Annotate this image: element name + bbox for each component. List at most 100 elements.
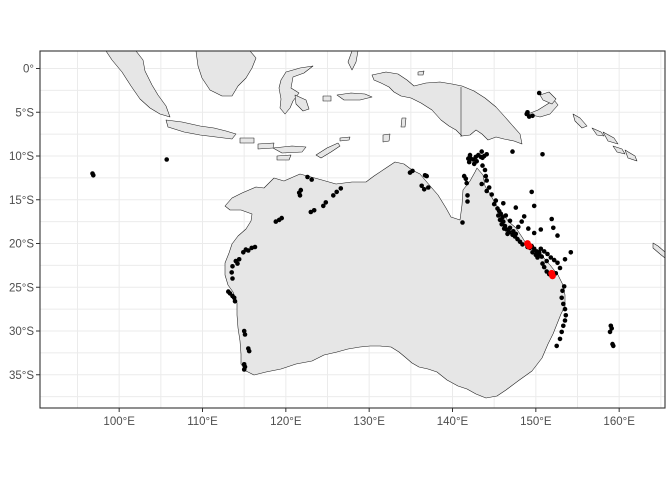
occurrence-point: [410, 168, 415, 174]
occurrence-point: [426, 185, 431, 190]
x-tick-label: 150°E: [520, 416, 552, 428]
y-tick-label: 25°S: [9, 282, 34, 294]
occurrence-points: [90, 90, 616, 372]
landmass-borneo: [195, 51, 257, 97]
y-tick-label: 35°S: [9, 370, 34, 382]
occurrence-point: [555, 233, 560, 238]
occurrence-point: [554, 343, 559, 349]
y-tick-label: 30°S: [9, 326, 34, 338]
landmass-new-britain: [527, 99, 559, 118]
occurrence-point: [229, 270, 234, 275]
occurrence-point: [519, 219, 524, 224]
occurrence-point: [560, 288, 565, 294]
occurrence-point: [503, 213, 509, 218]
occurrence-point: [513, 205, 519, 210]
occurrence-point: [559, 295, 564, 301]
occurrence-point: [507, 225, 513, 231]
occurrence-point: [232, 299, 238, 304]
occurrence-point: [536, 90, 542, 96]
occurrence-point: [321, 203, 326, 209]
occurrence-point: [231, 295, 237, 301]
landmass-solomon-4: [624, 149, 638, 162]
occurrence-point: [609, 326, 614, 331]
occurrence-point: [548, 255, 554, 260]
occurrence-point: [419, 183, 425, 189]
highlight-point: [525, 242, 533, 250]
occurrence-point: [486, 185, 492, 190]
landmass-bali-lombok: [239, 137, 255, 144]
occurrence-point: [463, 176, 469, 182]
occurrence-point: [297, 193, 303, 198]
occurrence-point: [607, 329, 613, 335]
occurrence-point: [551, 225, 556, 231]
occurrence-point: [466, 156, 471, 161]
landmasses: [105, 51, 665, 399]
occurrence-point: [510, 149, 515, 154]
occurrence-point: [334, 189, 340, 195]
landmass-australia: [224, 161, 566, 399]
occurrence-point: [611, 343, 616, 349]
occurrence-point: [545, 251, 550, 257]
occurrence-point: [491, 201, 497, 207]
occurrence-point: [479, 181, 485, 187]
occurrence-point: [541, 249, 547, 254]
occurrence-point: [467, 152, 473, 158]
occurrence-point: [298, 187, 304, 193]
occurrence-point: [544, 258, 549, 264]
landmass-solomon-1: [591, 127, 605, 137]
occurrence-point: [562, 257, 568, 262]
occurrence-point: [479, 149, 485, 154]
landmass-biak: [417, 70, 425, 76]
occurrence-point: [241, 328, 247, 334]
occurrence-point: [541, 264, 547, 270]
plot-panel: [39, 50, 666, 409]
occurrence-point: [501, 201, 506, 206]
occurrence-point: [489, 192, 495, 197]
x-tick-label: 110°E: [187, 416, 218, 428]
landmass-sulawesi: [278, 65, 314, 115]
occurrence-point: [561, 284, 567, 289]
landmass-sumba: [276, 154, 292, 161]
occurrence-point: [529, 189, 534, 195]
occurrence-point: [526, 226, 531, 231]
occurrence-point: [563, 313, 569, 318]
landmass-new-guinea: [371, 71, 523, 145]
landmass-bougainville: [572, 113, 588, 129]
occurrence-point: [501, 226, 507, 231]
occurrence-point: [331, 193, 336, 198]
occurrence-point: [496, 213, 501, 218]
landmass-flores: [272, 145, 307, 154]
landmass-seram: [336, 92, 373, 101]
landmass-sumbawa: [257, 142, 275, 150]
occurrence-point: [480, 163, 485, 168]
landmass-solomon-3: [612, 145, 626, 155]
y-axis: 0° 5°S 10°S 15°S 20°S 25°S 30°S 35°S: [9, 64, 40, 382]
occurrence-point: [562, 318, 568, 323]
occurrence-point: [557, 265, 563, 271]
occurrence-point: [273, 219, 279, 224]
occurrence-point: [538, 246, 544, 252]
x-tick-label: 100°E: [103, 416, 135, 428]
occurrence-point: [230, 276, 235, 281]
y-tick-label: 10°S: [9, 151, 34, 163]
occurrence-point: [557, 336, 563, 342]
occurrence-point: [531, 203, 537, 209]
y-tick-label: 5°S: [15, 107, 34, 119]
occurrence-point: [555, 260, 560, 266]
occurrence-point: [530, 250, 535, 255]
occurrence-point: [421, 187, 427, 192]
landmass-buru: [322, 95, 332, 102]
x-tick-label: 140°E: [437, 416, 469, 428]
occurrence-point: [338, 186, 344, 191]
occurrence-point: [520, 242, 525, 247]
occurrence-point: [530, 113, 535, 119]
occurrence-point: [493, 198, 499, 203]
occurrence-point: [549, 216, 554, 222]
highlight-point: [549, 272, 556, 280]
y-tick-label: 20°S: [9, 239, 34, 251]
landmass-solomon-2: [602, 131, 619, 145]
occurrence-point: [521, 214, 527, 219]
occurrence-point: [525, 110, 530, 115]
occurrence-point: [242, 332, 248, 337]
